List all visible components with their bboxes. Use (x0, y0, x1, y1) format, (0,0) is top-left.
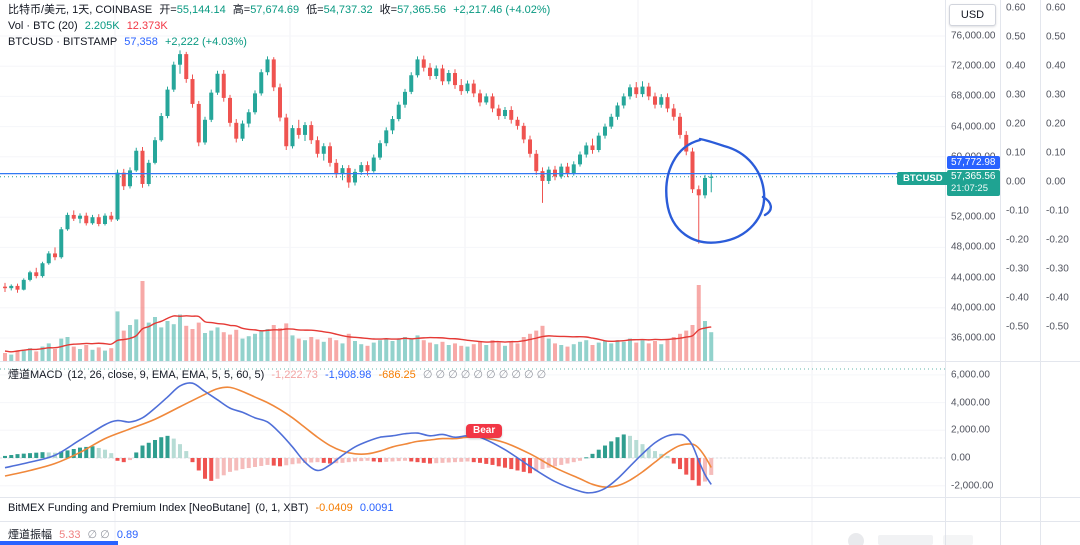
pane-separator-2[interactable] (0, 497, 1080, 498)
funding-tick: 0.30 (1006, 89, 1026, 101)
low-value: 54,737.32 (323, 4, 373, 16)
bar-countdown: 21:07:25 (951, 183, 988, 194)
amplitude-empty-values: ∅ ∅ (87, 529, 110, 541)
funding-value-2: 0.0091 (359, 502, 394, 514)
funding-tick: 0.50 (1006, 31, 1026, 43)
amplitude-legend[interactable]: 煙道振幅 5.33 ∅ ∅ 0.89 (8, 526, 142, 542)
funding-axis-1[interactable]: 0.60 0.50 0.40 0.30 0.20 0.10 0.00 -0.10 -0.20 -0… (1000, 0, 1040, 545)
funding-tick: 0.20 (1046, 118, 1066, 130)
funding-tick: 0.20 (1006, 118, 1026, 130)
funding-tick: -0.40 (1006, 292, 1029, 304)
last-price-value: 57,365.56 (951, 171, 996, 182)
funding-tick: -0.50 (1046, 321, 1069, 333)
volume-ma-value: 12.373K (126, 20, 168, 32)
funding-tick: -0.20 (1046, 234, 1069, 246)
bottom-progress-bar[interactable] (0, 541, 118, 545)
open-value: 55,144.14 (176, 4, 226, 16)
open-label: 开= (159, 4, 177, 16)
macd-line-value: -1,908.98 (324, 369, 372, 381)
amplitude-name[interactable]: 煙道振幅 (8, 529, 52, 541)
price-tick: 40,000.00 (951, 302, 996, 314)
symbol-title[interactable]: 比特币/美元, 1天, COINBASE (8, 4, 153, 16)
compare-price: 57,358 (124, 36, 158, 48)
funding-name[interactable]: BitMEX Funding and Premium Index [NeoBut… (8, 502, 251, 514)
price-legend[interactable]: 比特币/美元, 1天, COINBASE 开=55,144.14 高=57,67… (8, 2, 554, 50)
funding-tick: 0.60 (1046, 2, 1066, 14)
price-line-symbol-tag[interactable]: BTCUSD (897, 172, 949, 185)
funding-tick: -0.30 (1006, 263, 1029, 275)
funding-value-1: -0.0409 (315, 502, 353, 514)
macd-name[interactable]: 煙道MACD (8, 369, 63, 381)
compare-change: +2,222 (+4.03%) (164, 36, 247, 48)
funding-tick: 0.00 (1046, 176, 1066, 188)
macd-signal-value: -686.25 (378, 369, 416, 381)
high-value: 57,674.69 (250, 4, 300, 16)
funding-tick: 0.60 (1006, 2, 1026, 14)
volume-row[interactable]: Vol · BTC (20) 2.205K 12.373K (8, 18, 554, 34)
alert-line-price-badge[interactable]: 57,772.98 (947, 156, 1000, 169)
watermark-logo-icon (848, 533, 864, 545)
price-tick: 52,000.00 (951, 211, 996, 223)
macd-legend[interactable]: 煙道MACD (12, 26, close, 9, EMA, EMA, 5, 5… (8, 366, 550, 382)
high-label: 高= (232, 4, 251, 16)
macd-empty-values: ∅ ∅ ∅ ∅ ∅ ∅ ∅ ∅ ∅ ∅ (422, 369, 547, 381)
close-label: 收= (379, 4, 398, 16)
chart-canvas[interactable] (0, 0, 945, 545)
funding-tick: -0.50 (1006, 321, 1029, 333)
macd-tick: 0.00 (951, 452, 971, 464)
funding-tick: 0.50 (1046, 31, 1066, 43)
macd-hist-value: -1,222.73 (271, 369, 318, 381)
price-tick: 68,000.00 (951, 90, 996, 102)
hand-circle-annotation (665, 137, 766, 244)
funding-tick: 0.10 (1046, 147, 1066, 159)
funding-params: (0, 1, XBT) (255, 502, 309, 514)
last-price-badge[interactable]: 57,365.56 21:07:25 (947, 170, 1000, 196)
price-tick: 72,000.00 (951, 60, 996, 72)
bear-label[interactable]: Bear (466, 424, 503, 438)
watermark (838, 531, 1068, 545)
funding-axis-2[interactable]: 0.60 0.50 0.40 0.30 0.20 0.10 0.00 -0.10 -0.20 -0… (1040, 0, 1080, 545)
funding-tick: -0.30 (1046, 263, 1069, 275)
funding-tick: 0.10 (1006, 147, 1026, 159)
funding-tick: 0.30 (1046, 89, 1066, 101)
amplitude-value-1: 5.33 (59, 529, 81, 541)
pane-separator-1[interactable] (0, 361, 1080, 362)
funding-legend[interactable]: BitMEX Funding and Premium Index [NeoBut… (8, 502, 397, 514)
macd-tick: 2,000.00 (951, 424, 990, 436)
volume-value: 2.205K (84, 20, 120, 32)
price-tick: 44,000.00 (951, 272, 996, 284)
macd-tick: 4,000.00 (951, 397, 990, 409)
compare-symbol-label[interactable]: BTCUSD · BITSTAMP (8, 36, 118, 48)
symbol-ohlc-row[interactable]: 比特币/美元, 1天, COINBASE 开=55,144.14 高=57,67… (8, 2, 554, 18)
funding-tick: 0.40 (1006, 60, 1026, 72)
currency-toggle-button[interactable]: USD (949, 4, 996, 26)
amplitude-value-2: 0.89 (116, 529, 139, 541)
macd-tick: -2,000.00 (951, 480, 994, 492)
funding-tick: -0.40 (1046, 292, 1069, 304)
funding-tick: -0.10 (1046, 205, 1069, 217)
funding-tick: -0.10 (1006, 205, 1029, 217)
macd-tick: 6,000.00 (951, 369, 990, 381)
funding-tick: 0.40 (1046, 60, 1066, 72)
change-value: +2,217.46 (+4.02%) (453, 4, 551, 16)
price-axis[interactable]: USD 76,000.00 72,000.00 68,000.00 64,000.00… (945, 0, 1000, 545)
price-tick: 36,000.00 (951, 332, 996, 344)
macd-params: (12, 26, close, 9, EMA, EMA, 5, 5, 60, 5… (67, 369, 265, 381)
price-tick: 76,000.00 (951, 30, 996, 42)
price-tick: 64,000.00 (951, 121, 996, 133)
low-label: 低= (306, 4, 324, 16)
pane-separator-3[interactable] (0, 521, 1080, 522)
price-tick: 48,000.00 (951, 241, 996, 253)
funding-tick: 0.00 (1006, 176, 1026, 188)
close-value: 57,365.56 (397, 4, 446, 16)
funding-tick: -0.20 (1006, 234, 1029, 246)
volume-label[interactable]: Vol · BTC (20) (8, 20, 78, 32)
compare-symbol-row[interactable]: BTCUSD · BITSTAMP 57,358 +2,222 (+4.03%) (8, 34, 554, 50)
